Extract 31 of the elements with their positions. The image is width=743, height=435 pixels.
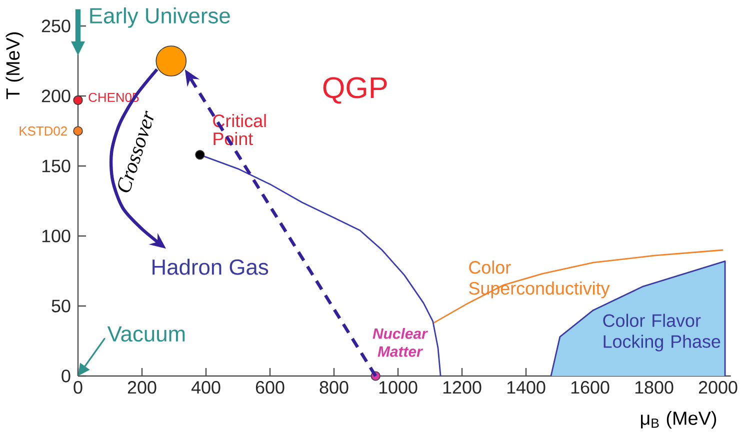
y-tick-label: 100: [42, 230, 70, 242]
annotation: Crossover: [118, 110, 154, 192]
x-tick-label: 1800: [635, 381, 674, 394]
point: [195, 150, 205, 160]
x-tick-label: 800: [320, 381, 348, 394]
point: [73, 126, 83, 136]
series-label: Color Flavor Locking Phase: [603, 314, 720, 352]
series-label: Nuclear Matter: [372, 328, 428, 357]
x-tick-label: 400: [191, 381, 220, 394]
x-tick-label: 200: [128, 381, 156, 394]
annotation: Hadron Gas: [152, 258, 268, 275]
y-axis-title: T (MeV): [6, 32, 24, 100]
point: [156, 46, 187, 76]
x-tick-label: 2000: [698, 381, 738, 394]
annotation: QGP: [323, 77, 387, 104]
y-tick-label: 150: [42, 160, 70, 172]
y-tick-label: 200: [42, 90, 70, 102]
y-tick-label: 0: [62, 370, 70, 382]
x-tick-label: 0: [74, 381, 82, 394]
series-label: KSTD02: [20, 126, 67, 136]
x-tick-label: 1200: [443, 381, 482, 394]
x-tick-label: 1600: [571, 381, 610, 394]
y-tick-label: 250: [42, 20, 70, 32]
annotation: Early Universe: [90, 7, 230, 28]
annotation: Vacuum: [107, 326, 185, 342]
point: [73, 95, 83, 105]
y-tick-label: 50: [52, 300, 70, 312]
x-axis-title: μ$_{B}$ (MeV): [640, 411, 716, 429]
x-tick-label: 600: [256, 381, 284, 394]
x-tick-label: 1000: [379, 381, 418, 394]
x-tick-label: 1400: [507, 381, 546, 394]
